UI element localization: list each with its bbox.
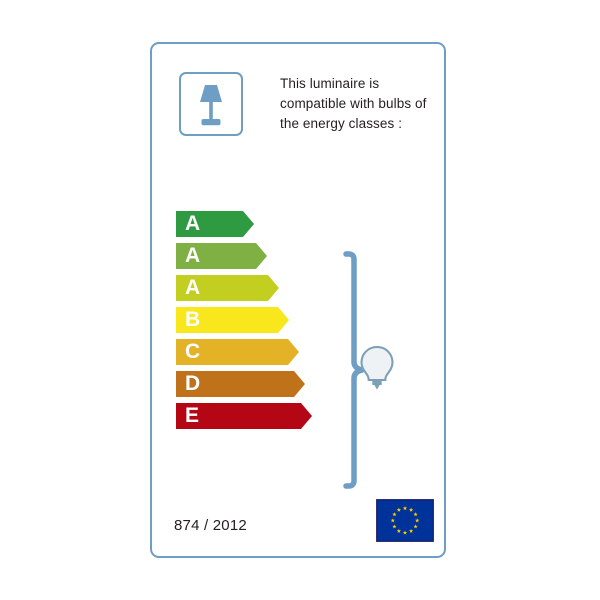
energy-class-letter: B [185, 308, 201, 331]
compatibility-text-line-3: the energy classes : [280, 116, 403, 131]
energy-class-arrow [176, 307, 289, 333]
light-bulb-icon [360, 345, 394, 390]
flag-star [415, 518, 420, 523]
energy-class-row: A [176, 243, 326, 269]
flag-star [396, 528, 402, 533]
flag-star [408, 507, 414, 512]
flag-star [402, 530, 408, 535]
energy-class-row: C [176, 339, 326, 365]
regulation-number: 874 / 2012 [174, 517, 247, 534]
energy-class-arrow [176, 339, 299, 365]
curly-brace-icon [343, 251, 365, 489]
energy-class-letter: D [185, 372, 201, 395]
energy-class-arrow [176, 403, 312, 429]
compatibility-text: This luminaire is compatible with bulbs … [280, 74, 445, 134]
energy-class-arrow [176, 371, 305, 397]
energy-class-row: E [176, 403, 326, 429]
flag-star [413, 512, 418, 517]
bracket-and-bulb-group [337, 206, 407, 496]
european-union-flag [376, 499, 434, 542]
flag-star [392, 512, 397, 517]
energy-class-row: D [176, 371, 326, 397]
flag-star [396, 507, 402, 512]
table-lamp-icon [181, 74, 241, 134]
lamp-icon-frame [179, 72, 243, 136]
flag-star [390, 518, 395, 523]
compatibility-text-line-1: This luminaire is [280, 76, 380, 91]
energy-class-letter: C [185, 340, 201, 363]
energy-class-letter: E [185, 404, 200, 427]
energy-class-arrow [176, 275, 279, 301]
flag-star [402, 506, 408, 511]
energy-class-arrow [176, 211, 254, 237]
energy-class-row: B [176, 307, 326, 333]
energy-label-card: This luminaire is compatible with bulbs … [150, 42, 446, 558]
flag-star [413, 524, 418, 529]
energy-class-letter: A [185, 276, 201, 299]
flag-star [408, 528, 414, 533]
energy-class-letter: A [185, 244, 201, 267]
energy-class-letter: A [185, 212, 201, 235]
flag-star [392, 524, 397, 529]
compatibility-text-line-2: compatible with bulbs of [280, 96, 427, 111]
energy-class-row: A [176, 275, 326, 301]
energy-class-row: A [176, 211, 326, 237]
energy-class-arrow [176, 243, 267, 269]
